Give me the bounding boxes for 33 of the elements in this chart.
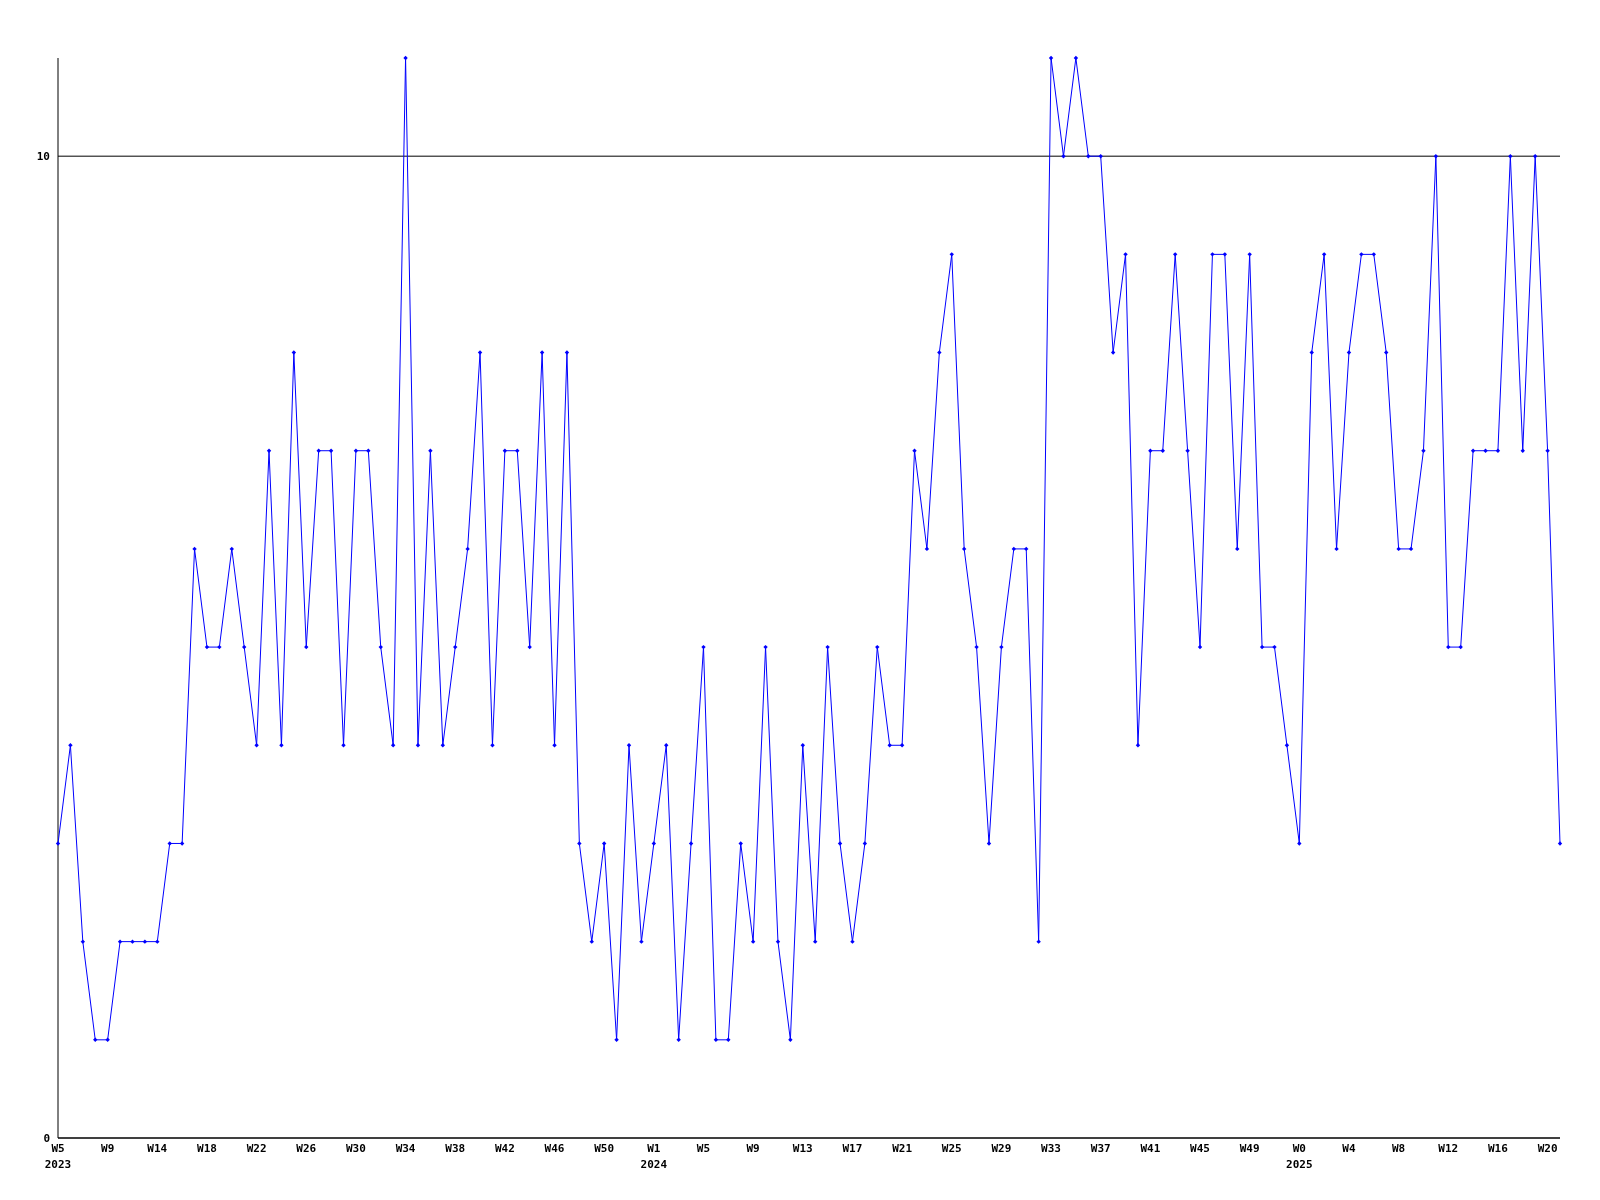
x-tick-label: W26 [296, 1142, 317, 1155]
x-tick-label: W9 [746, 1142, 760, 1155]
x-tick-label: W5 2023 [44, 1142, 72, 1171]
x-tick-label: W4 [1342, 1142, 1356, 1155]
x-tick-label: W49 [1239, 1142, 1260, 1155]
x-tick-label: W22 [246, 1142, 267, 1155]
x-tick-label: W1 2024 [640, 1142, 668, 1171]
y-tick-label: 10 [36, 150, 50, 164]
x-tick-label: W14 [147, 1142, 168, 1155]
x-tick-label: W45 [1190, 1142, 1210, 1155]
x-tick-label: W46 [544, 1142, 565, 1155]
x-tick-label: W18 [197, 1142, 217, 1155]
x-tick-label: W30 [345, 1142, 366, 1155]
x-tick-label: W8 [1392, 1142, 1406, 1155]
x-tick-label: W16 [1488, 1142, 1509, 1155]
y-tick-label: 0 [43, 1131, 50, 1145]
x-tick-label: W38 [445, 1142, 466, 1155]
x-tick-label: W17 [842, 1142, 863, 1155]
x-tick-label: W34 [395, 1142, 416, 1155]
x-tick-label: W29 [991, 1142, 1012, 1155]
x-tick-label: W13 [792, 1142, 813, 1155]
x-tick-label: W41 [1140, 1142, 1161, 1155]
x-tick-label: W20 [1537, 1142, 1558, 1155]
x-tick-label: W5 [696, 1142, 711, 1155]
x-tick-label: W0 2025 [1286, 1142, 1313, 1171]
x-tick-label: W12 [1438, 1142, 1459, 1155]
x-tick-label: W33 [1041, 1142, 1061, 1155]
x-tick-label: W25 [941, 1142, 962, 1155]
x-tick-label: W21 [892, 1142, 913, 1155]
x-tick-label: W37 [1090, 1142, 1111, 1155]
x-tick-label: W9 [101, 1142, 115, 1155]
x-tick-label: W42 [494, 1142, 515, 1155]
x-tick-label: W50 [594, 1142, 615, 1155]
